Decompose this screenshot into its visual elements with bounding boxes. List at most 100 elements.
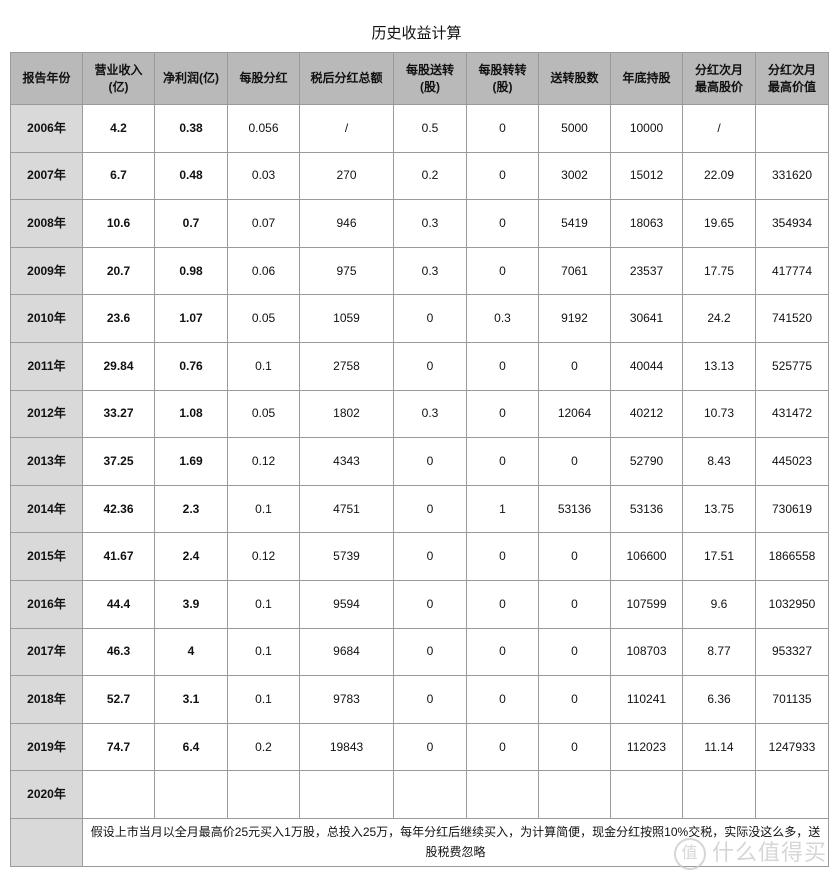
cell-net-profit: 2.3 (154, 484, 228, 534)
cell-revenue: 10.6 (82, 199, 155, 248)
cell-revenue: 29.84 (82, 341, 155, 391)
cell-next-month-high-value: 1247933 (755, 722, 829, 772)
cell-dividend-per-share: 0.1 (227, 341, 300, 391)
cell-dividend-per-share: 0.12 (227, 532, 300, 581)
cell-dividend-per-share (227, 770, 300, 819)
cell-after-tax-dividend-total: 4751 (299, 484, 394, 534)
cell-after-tax-dividend-total: / (299, 104, 394, 153)
cell-transfer-shares-per-share: 0 (466, 199, 539, 248)
cell-revenue: 4.2 (82, 104, 155, 153)
cell-bonus-transfer-shares: 53136 (538, 484, 611, 534)
cell-transfer-shares-per-share: 0.3 (466, 294, 539, 343)
cell-after-tax-dividend-total: 975 (299, 246, 394, 296)
cell-bonus-transfer-shares: 0 (538, 532, 611, 581)
cell-bonus-shares-per-share: 0.3 (393, 389, 467, 439)
cell-dividend-per-share: 0.06 (227, 246, 300, 296)
cell-next-month-high-price: 6.36 (682, 675, 756, 724)
table-row: 2010年 23.6 1.07 0.05 1059 0 0.3 9192 30641 24.2 74… (10, 294, 829, 343)
cell-next-month-high-price: 13.13 (682, 341, 756, 391)
cell-revenue: 20.7 (82, 246, 155, 296)
cell-after-tax-dividend-total: 9783 (299, 675, 394, 724)
table-row: 2006年 4.2 0.38 0.056/0.5 0 5000 10000/ (10, 104, 829, 153)
cell-report-year: 2015年 (10, 532, 83, 581)
cell-next-month-high-value: 741520 (755, 294, 829, 343)
cell-bonus-shares-per-share: 0 (393, 627, 467, 677)
cell-next-month-high-value: 701135 (755, 675, 829, 724)
cell-bonus-transfer-shares: 0 (538, 675, 611, 724)
cell-next-month-high-price: 24.2 (682, 294, 756, 343)
cell-net-profit: 0.7 (154, 199, 228, 248)
cell-report-year: 2009年 (10, 246, 83, 296)
cell-dividend-per-share: 0.07 (227, 199, 300, 248)
cell-after-tax-dividend-total: 19843 (299, 722, 394, 772)
cell-transfer-shares-per-share: 0 (466, 246, 539, 296)
cell-net-profit: 1.07 (154, 294, 228, 343)
cell-report-year: 2016年 (10, 579, 83, 629)
cell-net-profit (154, 770, 228, 819)
cell-dividend-per-share: 0.03 (227, 151, 300, 201)
cell-year-end-holdings: 53136 (610, 484, 683, 534)
column-header-dividend-per-share: 每股分红 (227, 52, 300, 105)
cell-dividend-per-share: 0.05 (227, 389, 300, 439)
cell-report-year: 2014年 (10, 484, 83, 534)
table-row: 2017年 46.3 4 0.1 9684 0 0 0 108703 8.77 953327 (10, 627, 829, 677)
cell-net-profit: 0.98 (154, 246, 228, 296)
cell-report-year: 2013年 (10, 437, 83, 486)
column-header-next-month-high-price: 分红次月 最高股价 (682, 52, 756, 105)
cell-year-end-holdings (610, 770, 683, 819)
table-row: 2008年 10.6 0.7 0.07 946 0.3 0 5419 18063 19.65 354… (10, 199, 829, 248)
cell-after-tax-dividend-total: 2758 (299, 341, 394, 391)
cell-revenue: 42.36 (82, 484, 155, 534)
cell-bonus-shares-per-share: 0 (393, 341, 467, 391)
table-row: 2007年 6.7 0.48 0.03 270 0.2 0 3002 15012 22.09 331… (10, 151, 829, 201)
cell-next-month-high-price: 17.51 (682, 532, 756, 581)
cell-transfer-shares-per-share: 0 (466, 675, 539, 724)
cell-bonus-shares-per-share: 0.3 (393, 199, 467, 248)
cell-year-end-holdings: 30641 (610, 294, 683, 343)
cell-bonus-shares-per-share: 0 (393, 675, 467, 724)
cell-next-month-high-price: 19.65 (682, 199, 756, 248)
cell-next-month-high-price: 8.43 (682, 437, 756, 486)
table-row: 2016年 44.4 3.9 0.1 9594 0 0 0 107599 9.6 1032950 (10, 579, 829, 629)
cell-revenue: 37.25 (82, 437, 155, 486)
cell-net-profit: 6.4 (154, 722, 228, 772)
cell-transfer-shares-per-share: 0 (466, 104, 539, 153)
cell-net-profit: 0.76 (154, 341, 228, 391)
note-label-cell (10, 817, 83, 867)
header-row: 报告年份 营业收入 (亿) 净利润(亿) 每股分红 税后分红总额 每股送转 (股) 每股转转 (股… (10, 52, 829, 105)
cell-next-month-high-value (755, 104, 829, 153)
cell-bonus-shares-per-share: 0.3 (393, 246, 467, 296)
cell-bonus-transfer-shares: 12064 (538, 389, 611, 439)
cell-revenue: 44.4 (82, 579, 155, 629)
cell-report-year: 2006年 (10, 104, 83, 153)
cell-net-profit: 1.69 (154, 437, 228, 486)
table-row: 2013年 37.25 1.69 0.12 4343 0 0 0 52790 8.43 445023 (10, 437, 829, 486)
cell-year-end-holdings: 40044 (610, 341, 683, 391)
cell-report-year: 2012年 (10, 389, 83, 439)
cell-year-end-holdings: 106600 (610, 532, 683, 581)
cell-dividend-per-share: 0.1 (227, 579, 300, 629)
cell-next-month-high-value: 1866558 (755, 532, 829, 581)
cell-transfer-shares-per-share: 0 (466, 341, 539, 391)
cell-next-month-high-price: 10.73 (682, 389, 756, 439)
column-header-bonus-transfer-shares: 送转股数 (538, 52, 611, 105)
table-row: 2012年 33.27 1.08 0.05 1802 0.3 0 12064 40212 10.7… (10, 389, 829, 439)
cell-transfer-shares-per-share: 0 (466, 437, 539, 486)
cell-revenue (82, 770, 155, 819)
cell-after-tax-dividend-total: 1059 (299, 294, 394, 343)
table-row: 2014年 42.36 2.3 0.1 4751 0 1 53136 53136 13.75 730… (10, 484, 829, 534)
cell-dividend-per-share: 0.2 (227, 722, 300, 772)
cell-next-month-high-value: 730619 (755, 484, 829, 534)
cell-next-month-high-value: 953327 (755, 627, 829, 677)
page-title: 历史收益计算 (371, 25, 462, 42)
cell-next-month-high-value: 354934 (755, 199, 829, 248)
cell-bonus-shares-per-share: 0 (393, 579, 467, 629)
cell-bonus-transfer-shares: 0 (538, 722, 611, 772)
cell-year-end-holdings: 18063 (610, 199, 683, 248)
table-row: 2020年 (10, 770, 829, 819)
cell-report-year: 2008年 (10, 199, 83, 248)
cell-transfer-shares-per-share: 0 (466, 151, 539, 201)
cell-net-profit: 2.4 (154, 532, 228, 581)
cell-bonus-transfer-shares: 5419 (538, 199, 611, 248)
cell-transfer-shares-per-share: 0 (466, 579, 539, 629)
